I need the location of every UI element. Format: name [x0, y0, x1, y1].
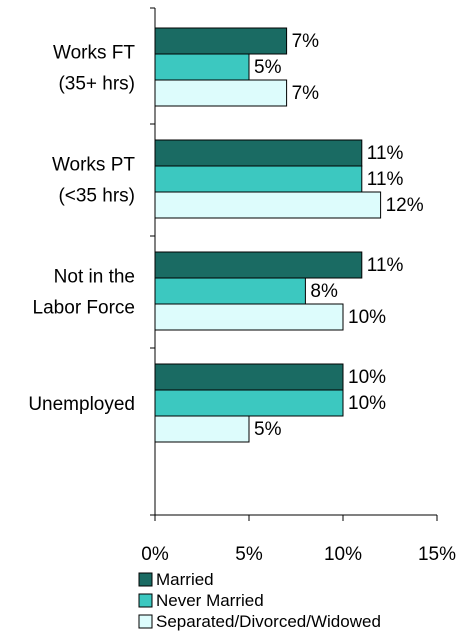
bar-never-married-0	[155, 54, 249, 80]
category-label: Not in the	[54, 267, 135, 288]
x-tick-label: 0%	[141, 544, 169, 565]
legend-label-separated-divorced-widowed: Separated/Divorced/Widowed	[156, 612, 381, 631]
data-label: 10%	[348, 393, 386, 414]
bar-married-0	[155, 28, 287, 54]
legend: Married Never Married Separated/Divorced/W…	[139, 570, 381, 631]
category-label: (<35 hrs)	[58, 186, 135, 207]
data-label: 12%	[386, 195, 424, 216]
bar-never-married-2	[155, 278, 305, 304]
data-label: 8%	[310, 281, 338, 302]
data-label: 5%	[254, 57, 282, 78]
bar-married-1	[155, 140, 362, 166]
x-tick-label: 10%	[324, 544, 362, 565]
bar-separated-divorced-widowed-0	[155, 80, 287, 106]
category-label: Unemployed	[28, 394, 135, 415]
legend-swatch-never-married	[139, 594, 152, 607]
legend-swatch-married	[139, 573, 152, 586]
category-label: (35+ hrs)	[58, 74, 135, 95]
bar-separated-divorced-widowed-1	[155, 192, 381, 218]
data-label: 11%	[367, 143, 404, 164]
category-labels: Works FT (35+ hrs) Works PT (<35 hrs) Not in…	[28, 43, 135, 416]
legend-label-never-married: Never Married	[156, 591, 264, 610]
category-label: Works PT	[52, 155, 135, 176]
x-tick-label: 15%	[418, 544, 456, 565]
x-tick-label: 5%	[235, 544, 263, 565]
data-label: 7%	[292, 83, 320, 104]
data-label: 10%	[348, 307, 386, 328]
data-label: 11%	[367, 169, 404, 190]
data-label: 7%	[292, 31, 320, 52]
data-label: 10%	[348, 367, 386, 388]
bar-married-2	[155, 252, 362, 278]
data-label: 11%	[367, 255, 404, 276]
bar-married-3	[155, 364, 343, 390]
x-ticks: 0% 5% 10% 15%	[141, 515, 456, 565]
category-label: Labor Force	[33, 298, 135, 319]
bar-separated-divorced-widowed-3	[155, 416, 249, 442]
data-label: 5%	[254, 419, 282, 440]
bars: 7% 5% 7% 11% 11% 12% 11% 8% 10% 10% 10% 5%	[155, 28, 424, 442]
bar-never-married-1	[155, 166, 362, 192]
bar-separated-divorced-widowed-2	[155, 304, 343, 330]
legend-swatch-separated-divorced-widowed	[139, 615, 152, 628]
category-label: Works FT	[53, 43, 135, 64]
legend-label-married: Married	[156, 570, 214, 589]
bar-never-married-3	[155, 390, 343, 416]
